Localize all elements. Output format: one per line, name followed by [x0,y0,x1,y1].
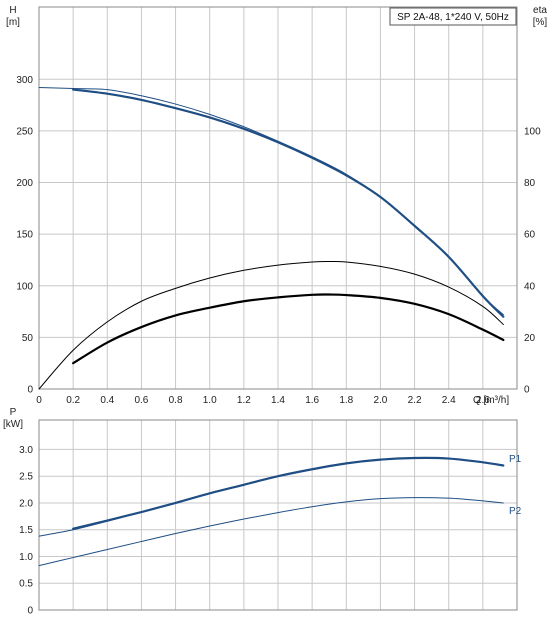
y-tick-label: 50 [22,333,34,344]
y-axis-title-line1: H [9,5,16,16]
y2-tick-label: 0 [524,385,530,396]
x-tick-label: 2.4 [442,395,456,406]
series-label-p2: P2 [509,506,522,517]
y2-tick-label: 100 [524,126,541,137]
y2-tick-label: 40 [524,281,536,292]
y-tick-label: 150 [16,230,33,241]
p-axis-title-line1: P [10,407,17,418]
x-tick-label: 0 [36,395,42,406]
title-box: SP 2A-48, 1*240 V, 50Hz [389,7,517,26]
p-tick-label: 0 [27,606,33,617]
x-axis-title: Q [m³/h] [473,395,509,406]
x-tick-label: 2.2 [408,395,422,406]
series-line-P1-full [38,457,504,537]
p-axis-title-line2: [kW] [3,419,23,430]
title-box-frame [389,7,517,26]
y-axis-title-line2: [m] [6,17,20,28]
y2-axis-title-line1: eta [533,5,547,16]
x-tick-label: 1.8 [339,395,353,406]
y2-tick-label: 80 [524,178,536,189]
x-tick-label: 0.2 [66,395,80,406]
upper-series [38,87,505,390]
x-tick-label: 0.8 [169,395,183,406]
x-tick-label: 0.6 [134,395,148,406]
x-tick-label: 1.0 [203,395,217,406]
lower-grid [39,420,517,610]
y-tick-label: 300 [16,75,33,86]
x-tick-label: 1.4 [271,395,285,406]
series-line-H-op [72,88,505,318]
y2-tick-label: 60 [524,230,536,241]
series-line-P2 [38,497,504,567]
lower-series [38,456,505,567]
p-tick-label: 1.5 [19,525,33,536]
p-tick-label: 2.0 [19,498,33,509]
y2-axis-title-line2: [%] [533,17,548,28]
x-tick-label: 0.4 [100,395,114,406]
x-tick-label: 2.0 [373,395,387,406]
series-line-P1-op [72,456,505,530]
y-tick-label: 200 [16,178,33,189]
y-tick-label: 0 [27,385,33,396]
upper-tick-labels: 0 50 100 150 200 250 300 0 20 40 60 80 100 0 0.2 0.4 0.6… [16,75,541,406]
p-tick-label: 2.5 [19,472,33,483]
series-label-p1: P1 [509,454,522,465]
x-tick-label: 1.2 [237,395,251,406]
y-tick-label: 250 [16,126,33,137]
x-tick-label: 2.6 [476,395,490,406]
y-tick-label: 100 [16,281,33,292]
y2-tick-label: 20 [524,333,536,344]
upper-frame [38,6,518,390]
p-tick-label: 3.0 [19,445,33,456]
upper-plot: 0 50 100 150 200 250 300 0 20 40 60 80 100 0 0.2 0.4 0.6… [6,5,547,406]
p-tick-label: 1.0 [19,552,33,563]
series-line-eta-op [72,293,505,365]
x-tick-label: 1.6 [305,395,319,406]
lower-plot: 0 0.5 1.0 1.5 2.0 2.5 3.0 P [kW] P1 P2 [3,407,522,617]
series-line-eta-full [38,260,504,390]
upper-grid [39,7,517,389]
p-tick-label: 0.5 [19,579,33,590]
lower-tick-labels: 0 0.5 1.0 1.5 2.0 2.5 3.0 [19,445,33,617]
lower-frame [38,419,518,611]
chart-title: SP 2A-48, 1*240 V, 50Hz [397,12,509,23]
